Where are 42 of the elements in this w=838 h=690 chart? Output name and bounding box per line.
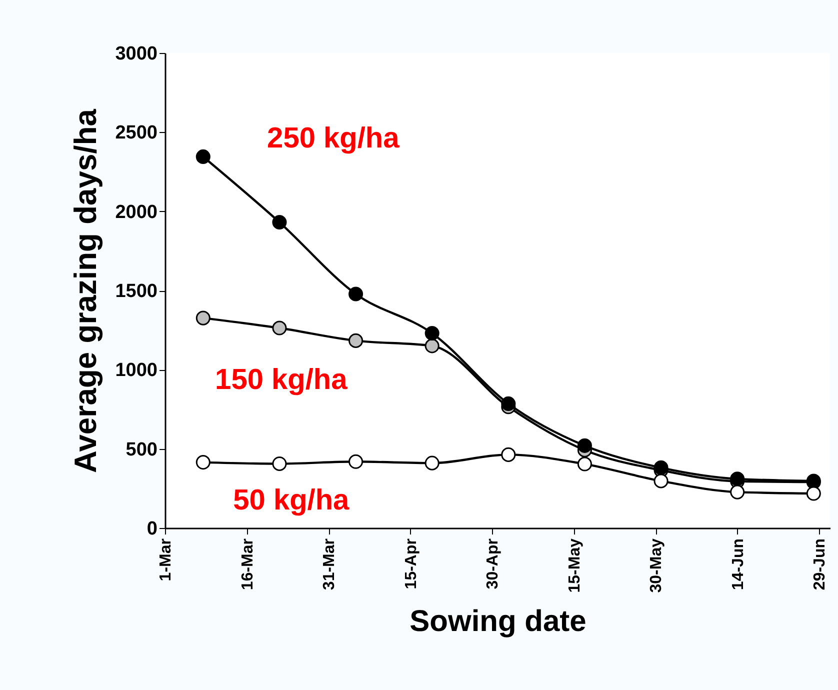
- y-tick-label: 0: [146, 518, 158, 540]
- point: [424, 338, 440, 354]
- point: [654, 474, 668, 488]
- x-tick-label: 16-Mar: [239, 538, 256, 590]
- series-label: 150 kg/ha: [215, 364, 348, 396]
- x-tick-label: 30-Apr: [484, 538, 502, 590]
- y-tick-label: 2000: [115, 202, 158, 223]
- point: [730, 484, 745, 500]
- x-tick-label: 14-Jun: [730, 538, 747, 590]
- x-tick-label: 31-Mar: [321, 538, 338, 590]
- y-tick-label: 1500: [115, 281, 158, 302]
- point: [196, 455, 210, 470]
- point: [577, 456, 592, 472]
- point: [272, 456, 287, 471]
- x-tick-label: 29-Jun: [812, 538, 829, 590]
- point: [577, 438, 592, 453]
- point: [424, 326, 440, 341]
- x-axis-title: Sowing date: [410, 604, 586, 638]
- point: [501, 396, 516, 411]
- x-tick-label: 1-Mar: [158, 538, 174, 582]
- point: [501, 447, 516, 462]
- series-label: 50 kg/ha: [233, 484, 350, 516]
- point: [348, 454, 364, 469]
- x-tick-label: 30-May: [648, 538, 666, 593]
- x-tick-label: 15-Apr: [402, 538, 420, 590]
- point: [806, 486, 821, 501]
- point: [348, 333, 364, 348]
- point: [424, 456, 440, 470]
- point: [196, 149, 210, 164]
- series-label: 250 kg/ha: [267, 122, 400, 155]
- y-tick-label: 2500: [115, 122, 158, 144]
- point: [196, 310, 210, 326]
- y-tick-label: 500: [126, 439, 158, 460]
- point: [730, 472, 745, 486]
- y-axis-title: Average grazing days/ha: [68, 108, 104, 474]
- y-tick-label: 1000: [115, 360, 158, 382]
- y-tick-label: 3000: [115, 44, 158, 64]
- x-tick-label: 15-May: [566, 538, 584, 593]
- point: [348, 286, 364, 302]
- point: [272, 215, 287, 230]
- point: [272, 320, 287, 336]
- point: [654, 460, 668, 475]
